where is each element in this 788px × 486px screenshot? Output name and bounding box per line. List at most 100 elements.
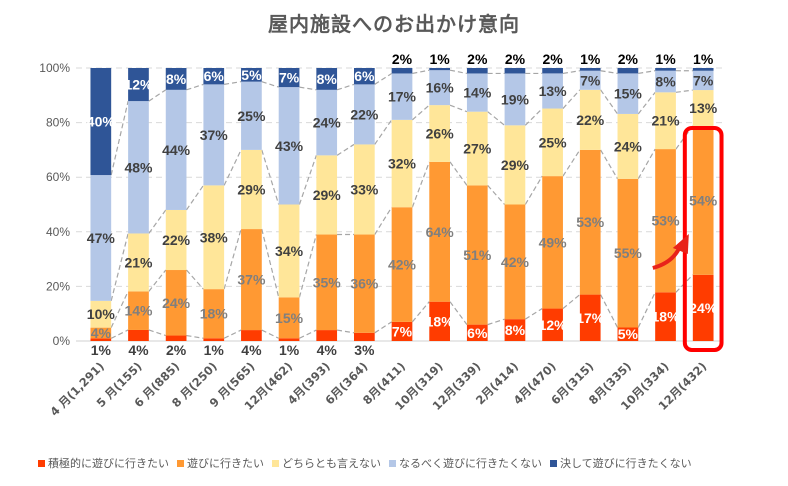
series-connector xyxy=(637,292,656,328)
chart-title: 屋内施設へのお出かけ意向 xyxy=(268,12,520,36)
data-label: 47% xyxy=(87,230,116,246)
bar-segment xyxy=(466,324,488,341)
series-connector xyxy=(336,143,355,156)
data-label: 22% xyxy=(576,112,605,128)
data-label: 43% xyxy=(275,138,304,154)
bar-segment xyxy=(429,68,450,71)
bar-segment xyxy=(429,161,450,302)
bar-segment xyxy=(128,233,149,292)
legend-item: 決して遊びに行きたくない xyxy=(550,455,692,471)
series-connector xyxy=(374,72,392,85)
series-connector xyxy=(524,175,543,205)
data-label: 4% xyxy=(91,325,112,341)
data-label: 14% xyxy=(463,85,492,101)
data-label: 24% xyxy=(689,300,718,316)
data-label: 7% xyxy=(693,72,714,88)
series-connector xyxy=(562,149,581,177)
series-connector xyxy=(223,149,242,186)
data-label: 21% xyxy=(124,254,153,270)
bar-segment xyxy=(579,294,601,341)
legend-swatch xyxy=(272,459,279,467)
bar-segment xyxy=(316,330,338,341)
series-connector xyxy=(449,301,468,325)
data-label: 44% xyxy=(162,142,191,158)
series-connector xyxy=(449,69,468,75)
bar-segment xyxy=(655,70,676,93)
bar-segment xyxy=(316,89,338,156)
data-label: 4% xyxy=(317,342,338,358)
bar-segment xyxy=(354,68,375,85)
bar-segment xyxy=(655,92,676,150)
bar-segment xyxy=(165,68,187,90)
bar-segment xyxy=(504,73,526,126)
data-label: 19% xyxy=(501,91,530,107)
series-connector xyxy=(449,161,468,186)
bar-segment xyxy=(128,291,149,330)
data-label: 1% xyxy=(279,342,300,358)
bar-segment xyxy=(429,105,450,162)
data-label: 17% xyxy=(388,89,417,105)
data-label: 12% xyxy=(539,317,568,333)
bar-segment xyxy=(504,204,526,320)
bar-segment xyxy=(165,335,187,341)
series-connector xyxy=(600,89,619,115)
data-labels: 1%4%10%47%40%4%14%21%48%12%2%24%22%44%8%… xyxy=(87,51,718,358)
series-connector xyxy=(449,104,468,113)
data-label: 1% xyxy=(91,342,112,358)
y-tick-label: 80% xyxy=(46,116,70,130)
data-label: 6% xyxy=(204,68,225,84)
bar-segment xyxy=(617,178,639,328)
arrow-head-icon xyxy=(672,234,689,254)
bar-segment xyxy=(354,234,375,333)
data-label: 2% xyxy=(542,51,563,67)
series-connector xyxy=(487,111,505,126)
data-label: 13% xyxy=(539,83,568,99)
data-label: 2% xyxy=(392,51,413,67)
series-connector xyxy=(374,321,392,334)
y-tick-label: 40% xyxy=(46,225,70,239)
data-label: 36% xyxy=(350,276,379,292)
bar-segment xyxy=(617,68,639,74)
bar-segment xyxy=(203,68,225,85)
series-connector xyxy=(298,155,317,205)
data-label: 24% xyxy=(614,138,643,154)
series-connector xyxy=(412,69,430,75)
bar-segment xyxy=(316,234,338,331)
bar-segment xyxy=(466,111,488,186)
bar-segment xyxy=(617,113,639,179)
bar-segment xyxy=(90,68,112,176)
data-label: 4% xyxy=(128,342,149,358)
data-label: 2% xyxy=(467,51,488,67)
series-connector xyxy=(299,329,317,339)
series-connector xyxy=(148,209,167,234)
data-label: 1% xyxy=(655,51,676,67)
series-connector xyxy=(299,86,317,91)
bar-segment xyxy=(354,144,375,235)
data-label: 15% xyxy=(275,310,304,326)
series-connector xyxy=(524,308,543,320)
series-connector xyxy=(524,108,543,126)
y-tick-label: 100% xyxy=(39,61,70,75)
series-connector xyxy=(110,291,129,328)
bar-segment xyxy=(579,89,601,150)
bar-segment xyxy=(579,149,601,295)
bars xyxy=(90,68,714,341)
legend-label: 積極的に遊びに行きたい xyxy=(48,457,169,470)
bar-segment xyxy=(542,176,563,309)
series-connector xyxy=(261,228,280,298)
bar-segment xyxy=(316,155,338,235)
bar-segment xyxy=(579,70,601,90)
bar-segment xyxy=(128,101,149,234)
bar-segment xyxy=(504,68,526,74)
bar-segment xyxy=(316,68,338,90)
data-label: 21% xyxy=(652,113,681,129)
series-connector xyxy=(637,91,656,115)
series-connector xyxy=(223,228,242,290)
series-connector xyxy=(411,104,430,121)
bar-segment xyxy=(391,321,413,341)
bar-segment xyxy=(203,185,225,290)
bar-segment xyxy=(391,68,413,74)
data-label: 29% xyxy=(501,157,530,173)
series-connector xyxy=(148,329,166,337)
series-connector xyxy=(374,206,393,235)
